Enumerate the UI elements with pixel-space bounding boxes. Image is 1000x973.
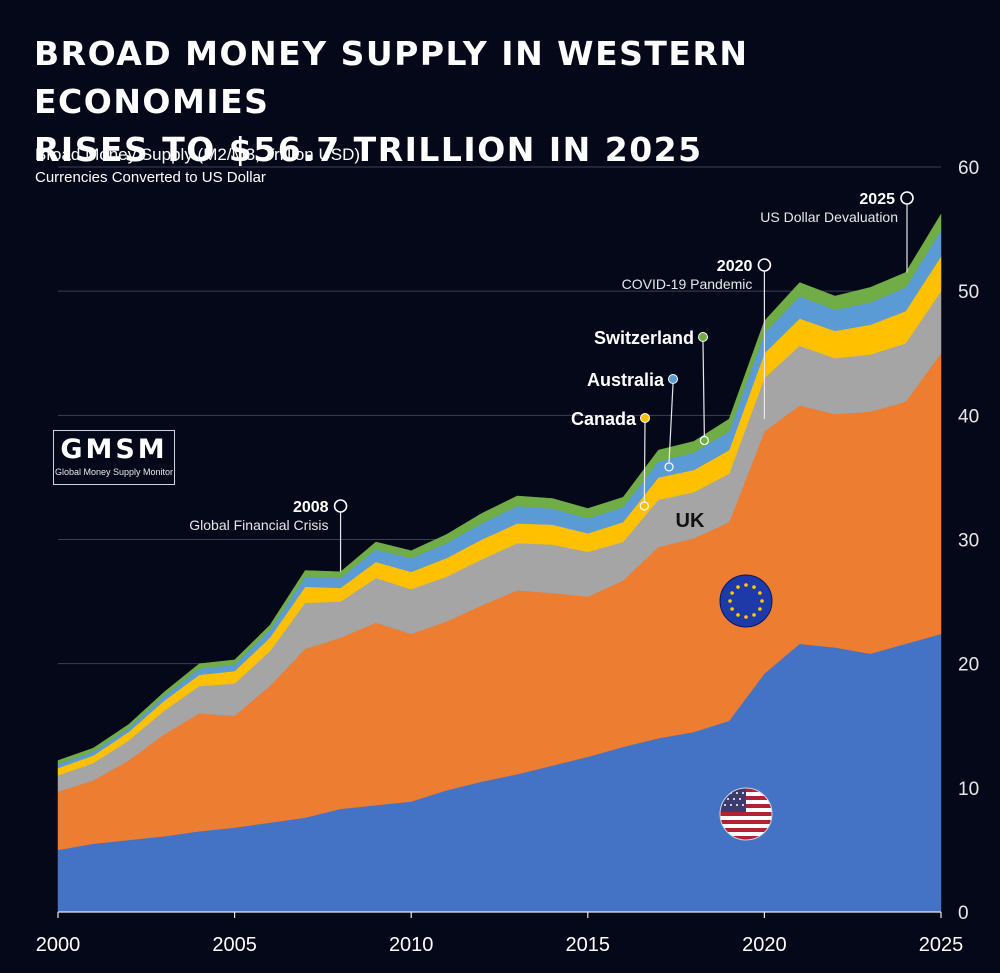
y-tick-label: 30 xyxy=(958,531,979,552)
chart-subtitle: Broad Money Supply (M2/M3, Trillion USD)… xyxy=(35,143,360,189)
annotation-text: US Dollar Devaluation xyxy=(760,209,898,225)
us-flag-icon xyxy=(719,787,773,841)
annotation-marker xyxy=(757,258,772,272)
leader-line-canada xyxy=(643,422,646,502)
leader-anchor-australia xyxy=(664,462,674,472)
logo-text: GMSM xyxy=(60,434,168,465)
logo-tagline: Global Money Supply Monitor xyxy=(54,467,174,477)
y-tick-label: 50 xyxy=(958,282,979,303)
leader-line-australia xyxy=(668,383,674,463)
y-tick-label: 0 xyxy=(958,903,969,924)
y-axis: 0 10 20 30 40 50 60 xyxy=(958,158,979,924)
x-tick-label: 2010 xyxy=(389,934,434,956)
leader-line-switzerland xyxy=(702,341,705,437)
annotation-text: COVID-19 Pandemic xyxy=(622,276,753,292)
x-tick-label: 2015 xyxy=(566,934,611,956)
x-tick-label: 2000 xyxy=(36,934,81,956)
eu-star xyxy=(758,591,762,595)
area-switzerland xyxy=(57,213,942,765)
annotation-marker xyxy=(900,191,914,205)
gmsm-logo: GMSM Global Money Supply Monitor xyxy=(53,430,175,485)
series-label-switzerland: Switzerland xyxy=(594,328,694,348)
chart-title-line1: Broad Money Supply in Western Economies xyxy=(34,34,749,121)
x-tick-label: 2020 xyxy=(742,934,787,956)
eu-star xyxy=(730,591,734,595)
leader-anchor-canada xyxy=(639,501,649,511)
eu-star xyxy=(744,615,748,619)
legend-dot-switzerland xyxy=(698,332,708,342)
eu-star xyxy=(728,599,732,603)
series-label-uk: UK xyxy=(676,510,705,532)
legend-dot-australia xyxy=(668,374,678,384)
series-label-canada: Canada xyxy=(571,409,637,429)
x-tick-label: 2025 xyxy=(919,934,964,956)
y-axis-title: Broad Money Supply (M2/M3, Trillion USD) xyxy=(35,145,361,164)
y-tick-label: 40 xyxy=(958,406,979,427)
series-label-australia: Australia xyxy=(587,370,665,390)
x-tick-label: 2005 xyxy=(212,934,257,956)
annotation-year: 2020 xyxy=(717,258,753,275)
eu-star xyxy=(736,613,740,617)
eu-star xyxy=(752,613,756,617)
annotation-text: Global Financial Crisis xyxy=(189,517,328,533)
eu-flag-icon xyxy=(719,574,773,628)
chart-title-line2: Rises to $56.7 Trillion in 2025 xyxy=(34,130,703,169)
annotation-marker xyxy=(333,499,348,513)
eu-star xyxy=(758,607,762,611)
eu-star xyxy=(760,599,764,603)
y-tick-label: 20 xyxy=(958,655,979,676)
eu-star xyxy=(736,585,740,589)
y-tick-label: 10 xyxy=(958,779,979,800)
chart-title: Broad Money Supply in Western Economies … xyxy=(34,30,974,174)
y-tick-label: 60 xyxy=(958,158,979,179)
eu-star xyxy=(752,585,756,589)
series-labels: UK Canada Australia Switzerland xyxy=(571,328,709,532)
annotation-year: 2008 xyxy=(293,499,329,516)
legend-dot-canada xyxy=(640,413,650,423)
eu-star xyxy=(744,583,748,587)
annotation-year: 2025 xyxy=(859,191,895,208)
x-axis: 2000 2005 2010 2015 2020 2025 xyxy=(36,912,964,956)
eu-star xyxy=(730,607,734,611)
chart-note: Currencies Converted to US Dollar xyxy=(35,169,266,186)
leader-anchor-switzerland xyxy=(699,435,709,446)
area-series xyxy=(57,213,942,913)
